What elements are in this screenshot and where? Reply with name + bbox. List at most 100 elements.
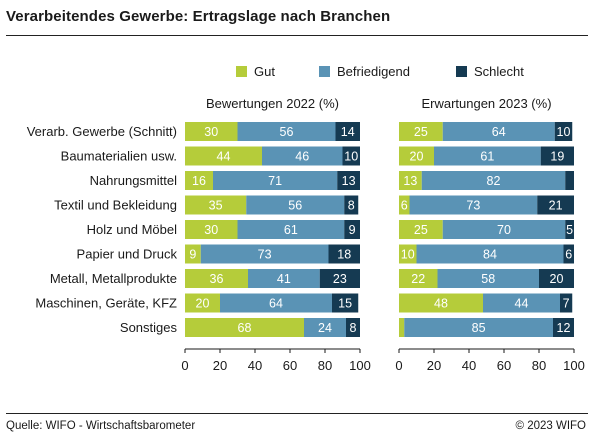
bar-segment — [399, 146, 434, 166]
bar-segment — [554, 122, 573, 141]
data-label: 48 — [434, 297, 448, 311]
x-tick-label: 0 — [181, 358, 188, 373]
bar-segment — [185, 122, 238, 141]
bar-segment — [409, 195, 538, 215]
bar-segment — [213, 171, 338, 190]
x-tick-label: 0 — [395, 358, 402, 373]
bar-segment — [565, 171, 574, 190]
data-label: 9 — [189, 248, 196, 262]
x-tick-label: 100 — [349, 358, 371, 373]
bar-segment — [399, 220, 443, 239]
bar-segment — [563, 244, 574, 264]
bar-segment — [399, 171, 422, 190]
data-label: 20 — [196, 297, 210, 311]
bar-segment — [442, 220, 566, 239]
bar-segment — [185, 195, 247, 215]
bar-segment — [185, 220, 238, 239]
data-label: 58 — [481, 272, 495, 286]
data-label: 73 — [466, 199, 480, 213]
bar-segment — [248, 269, 320, 288]
panel-title: Erwartungen 2023 (%) — [421, 96, 551, 111]
bar-segment — [342, 146, 360, 166]
data-label: 56 — [280, 125, 294, 139]
bar-segment — [399, 244, 417, 264]
data-label: 9 — [349, 223, 356, 237]
data-label: 24 — [318, 321, 332, 335]
bar-segment — [237, 220, 345, 239]
data-label: 7 — [563, 297, 570, 311]
category-label: Verarb. Gewerbe (Schnitt) — [27, 124, 177, 139]
x-tick-label: 40 — [462, 358, 476, 373]
data-label: 20 — [550, 272, 564, 286]
x-tick-label: 80 — [532, 358, 546, 373]
bar-segment — [237, 122, 336, 141]
category-label: Metall, Metallprodukte — [50, 271, 177, 286]
data-label: 46 — [295, 150, 309, 164]
x-tick-label: 60 — [497, 358, 511, 373]
x-tick-label: 80 — [318, 358, 332, 373]
data-label: 68 — [238, 321, 252, 335]
data-label: 61 — [480, 150, 494, 164]
data-label: 30 — [204, 223, 218, 237]
data-label: 35 — [209, 199, 223, 213]
bar-segment — [185, 171, 213, 190]
bar-segment — [560, 293, 573, 313]
legend-item-schlecht: Schlecht — [456, 64, 524, 79]
data-label: 20 — [410, 150, 424, 164]
source-note: Quelle: WIFO - Wirtschaftsbarometer — [6, 420, 196, 432]
category-label: Baumaterialien usw. — [61, 149, 177, 164]
chart-title: Verarbeitendes Gewerbe: Ertragslage nach… — [6, 8, 391, 25]
x-tick-label: 20 — [213, 358, 227, 373]
bar-segment — [246, 195, 345, 215]
data-label: 61 — [284, 223, 298, 237]
bar-segment — [399, 293, 483, 313]
data-label: 6 — [565, 248, 572, 262]
bar-segment — [304, 318, 346, 337]
bar-segment — [185, 269, 248, 288]
bar-segment — [185, 146, 262, 166]
data-label: 36 — [210, 272, 224, 286]
title-divider — [6, 35, 588, 36]
bar-segment — [553, 318, 574, 337]
category-label: Papier und Druck — [77, 247, 178, 262]
data-label: 23 — [333, 272, 347, 286]
data-label: 15 — [338, 297, 352, 311]
data-label: 10 — [401, 248, 415, 262]
legend-label-schlecht: Schlecht — [474, 64, 524, 79]
data-label: 25 — [414, 223, 428, 237]
data-label: 16 — [192, 174, 206, 188]
x-tick-label: 100 — [563, 358, 585, 373]
data-label: 41 — [277, 272, 291, 286]
data-label: 44 — [515, 297, 529, 311]
legend-label-befriedigend: Befriedigend — [337, 64, 410, 79]
bar-segment — [185, 318, 304, 337]
data-label: 8 — [348, 199, 355, 213]
bar-segment — [399, 195, 410, 215]
legend-swatch-schlecht — [456, 66, 467, 77]
bar-segment — [442, 122, 555, 141]
data-label: 82 — [487, 174, 501, 188]
data-label: 73 — [258, 248, 272, 262]
data-label: 70 — [497, 223, 511, 237]
x-tick-label: 20 — [427, 358, 441, 373]
bar-segment — [328, 244, 360, 264]
bar-segment — [220, 293, 332, 313]
data-label: 13 — [403, 174, 417, 188]
x-tick-label: 40 — [248, 358, 262, 373]
bar-segment — [399, 122, 443, 141]
bar-segment — [540, 146, 574, 166]
bar-segment — [185, 244, 201, 264]
bar-segment — [332, 293, 359, 313]
bar-segment — [344, 220, 360, 239]
legend-swatch-gut — [236, 66, 247, 77]
bar-segment — [434, 146, 541, 166]
bar-segment — [185, 293, 220, 313]
bar-segment — [404, 318, 553, 337]
legend-item-gut: Gut — [236, 64, 275, 79]
category-label: Nahrungsmittel — [90, 173, 178, 188]
data-label: 14 — [341, 125, 355, 139]
data-label: 10 — [557, 125, 571, 139]
bar-segment — [399, 318, 405, 337]
data-label: 6 — [401, 199, 408, 213]
